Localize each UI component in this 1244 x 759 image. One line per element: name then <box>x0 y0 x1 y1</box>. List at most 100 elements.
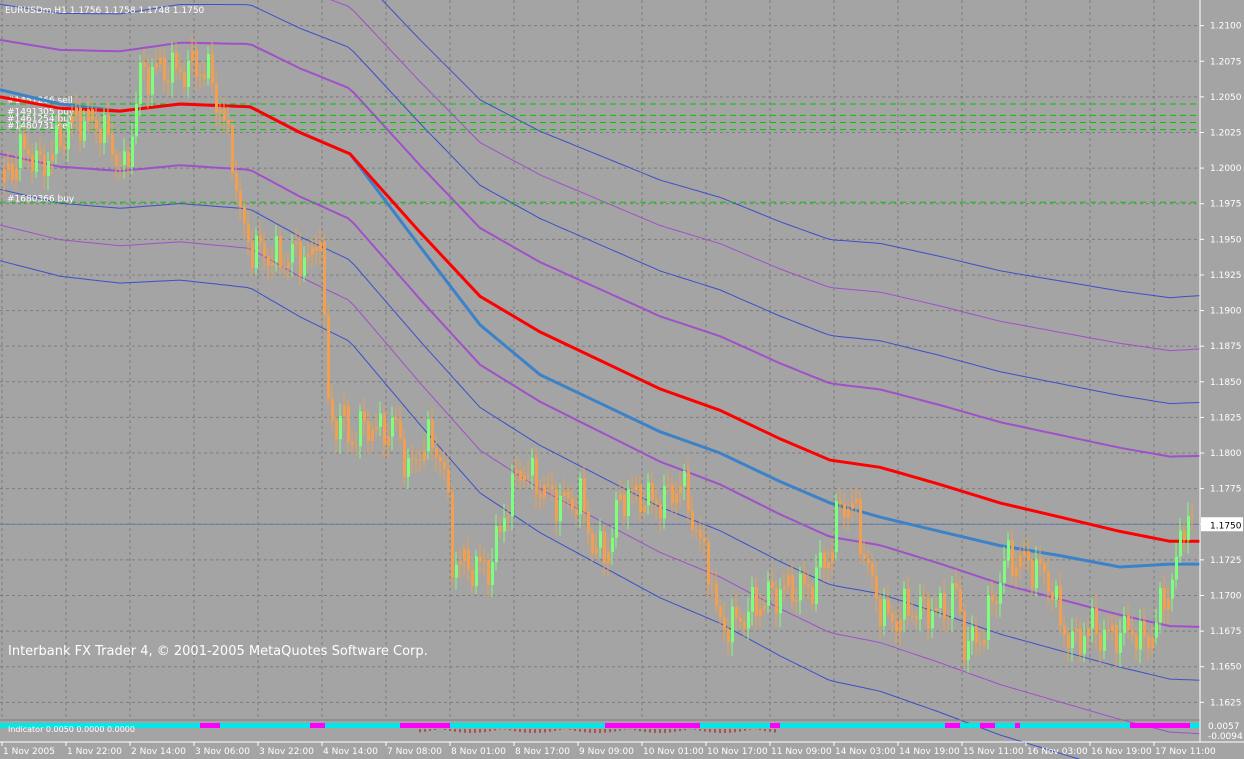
candle-body <box>375 426 378 430</box>
envelope-band-line <box>329 0 1201 352</box>
candle-body <box>143 62 146 68</box>
candle-body <box>851 502 854 509</box>
candle-body <box>1139 621 1142 650</box>
time-tick-label: 3 Nov 22:00 <box>259 747 314 757</box>
candle-body <box>1143 621 1146 637</box>
candle-body <box>255 235 258 268</box>
envelope-band-line <box>0 260 1081 759</box>
candle-body <box>15 168 18 180</box>
candle-body <box>599 531 602 548</box>
candle-body <box>747 611 750 629</box>
candle-body <box>1123 615 1126 634</box>
candle-body <box>591 533 594 554</box>
price-tick-label: 1.2075 <box>1210 57 1242 67</box>
histogram-segment <box>325 723 400 728</box>
candle-body <box>1115 625 1118 653</box>
candle-body <box>299 242 302 277</box>
candle-body <box>751 587 754 612</box>
candle-body <box>931 610 934 629</box>
candle-body <box>787 574 790 587</box>
candle-body <box>471 569 474 587</box>
price-tick-label: 1.2000 <box>1210 164 1242 174</box>
candle-body <box>175 52 178 69</box>
candle-body <box>819 552 822 568</box>
indicator-header: Indicator 0.0050 0.0000 0.0000 <box>8 725 135 734</box>
candle-body <box>127 151 130 167</box>
candle-body <box>263 242 266 257</box>
order-label: #1451266 sell <box>7 96 73 106</box>
time-tick-label: 14 Nov 03:00 <box>835 747 896 757</box>
candle-body <box>959 588 962 612</box>
histogram-segment <box>1020 723 1130 728</box>
candle-body <box>1079 628 1082 654</box>
candle-body <box>1127 615 1130 631</box>
candle-body <box>923 596 926 599</box>
candle-body <box>23 134 26 150</box>
candle-body <box>411 458 414 460</box>
candle-body <box>563 491 566 496</box>
candle-body <box>87 109 90 122</box>
candle-body <box>171 52 174 83</box>
candle-body <box>315 247 318 251</box>
candle-body <box>631 489 634 491</box>
candle-body <box>571 498 574 510</box>
candle-body <box>815 567 818 604</box>
candle-body <box>35 150 38 172</box>
time-tick-label: 10 Nov 01:00 <box>643 747 704 757</box>
candle-body <box>575 509 578 515</box>
candle-body <box>1027 551 1030 561</box>
histogram-segment <box>0 723 200 728</box>
candle-body <box>795 600 798 602</box>
candle-body <box>151 67 154 95</box>
candle-body <box>887 599 890 614</box>
candle-body <box>583 478 586 512</box>
candle-body <box>1047 571 1050 592</box>
candle-body <box>1003 560 1006 583</box>
histogram-segment <box>980 723 995 728</box>
candle-body <box>1087 628 1090 637</box>
candle-body <box>271 262 274 266</box>
candle-body <box>335 420 338 440</box>
candle-body <box>467 549 470 570</box>
candle-body <box>1175 556 1178 580</box>
candle-body <box>647 482 650 506</box>
candle-body <box>811 586 814 604</box>
candle-body <box>895 621 898 632</box>
candle-body <box>539 493 542 498</box>
candle-body <box>775 588 778 614</box>
candle-body <box>771 581 774 589</box>
candle-body <box>1159 587 1162 623</box>
candle-body <box>731 606 734 643</box>
candle-body <box>455 564 458 578</box>
candle-body <box>835 501 838 552</box>
candle-body <box>1031 560 1034 589</box>
candle-body <box>39 150 42 155</box>
time-tick-label: 17 Nov 11:00 <box>1155 747 1216 757</box>
candle-body <box>343 405 346 417</box>
candle-body <box>95 119 98 129</box>
candle-body <box>203 74 206 79</box>
candle-body <box>107 115 110 135</box>
candle-body <box>687 471 690 511</box>
candle-body <box>59 125 62 146</box>
candle-body <box>83 121 86 141</box>
candle-body <box>1011 540 1014 576</box>
price-tick-label: 1.2100 <box>1210 22 1242 32</box>
candle-body <box>519 470 522 481</box>
candle-body <box>407 458 410 477</box>
candle-body <box>1067 634 1070 649</box>
candle-body <box>891 613 894 622</box>
candle-body <box>935 607 938 611</box>
candle-body <box>47 161 50 177</box>
candle-body <box>11 163 14 180</box>
candle-body <box>419 459 422 461</box>
candle-body <box>1095 607 1098 635</box>
candle-body <box>551 485 554 490</box>
candle-body <box>51 153 54 162</box>
candle-body <box>307 254 310 258</box>
candle-body <box>479 556 482 562</box>
candle-body <box>939 593 942 608</box>
histogram-segment <box>945 723 960 728</box>
